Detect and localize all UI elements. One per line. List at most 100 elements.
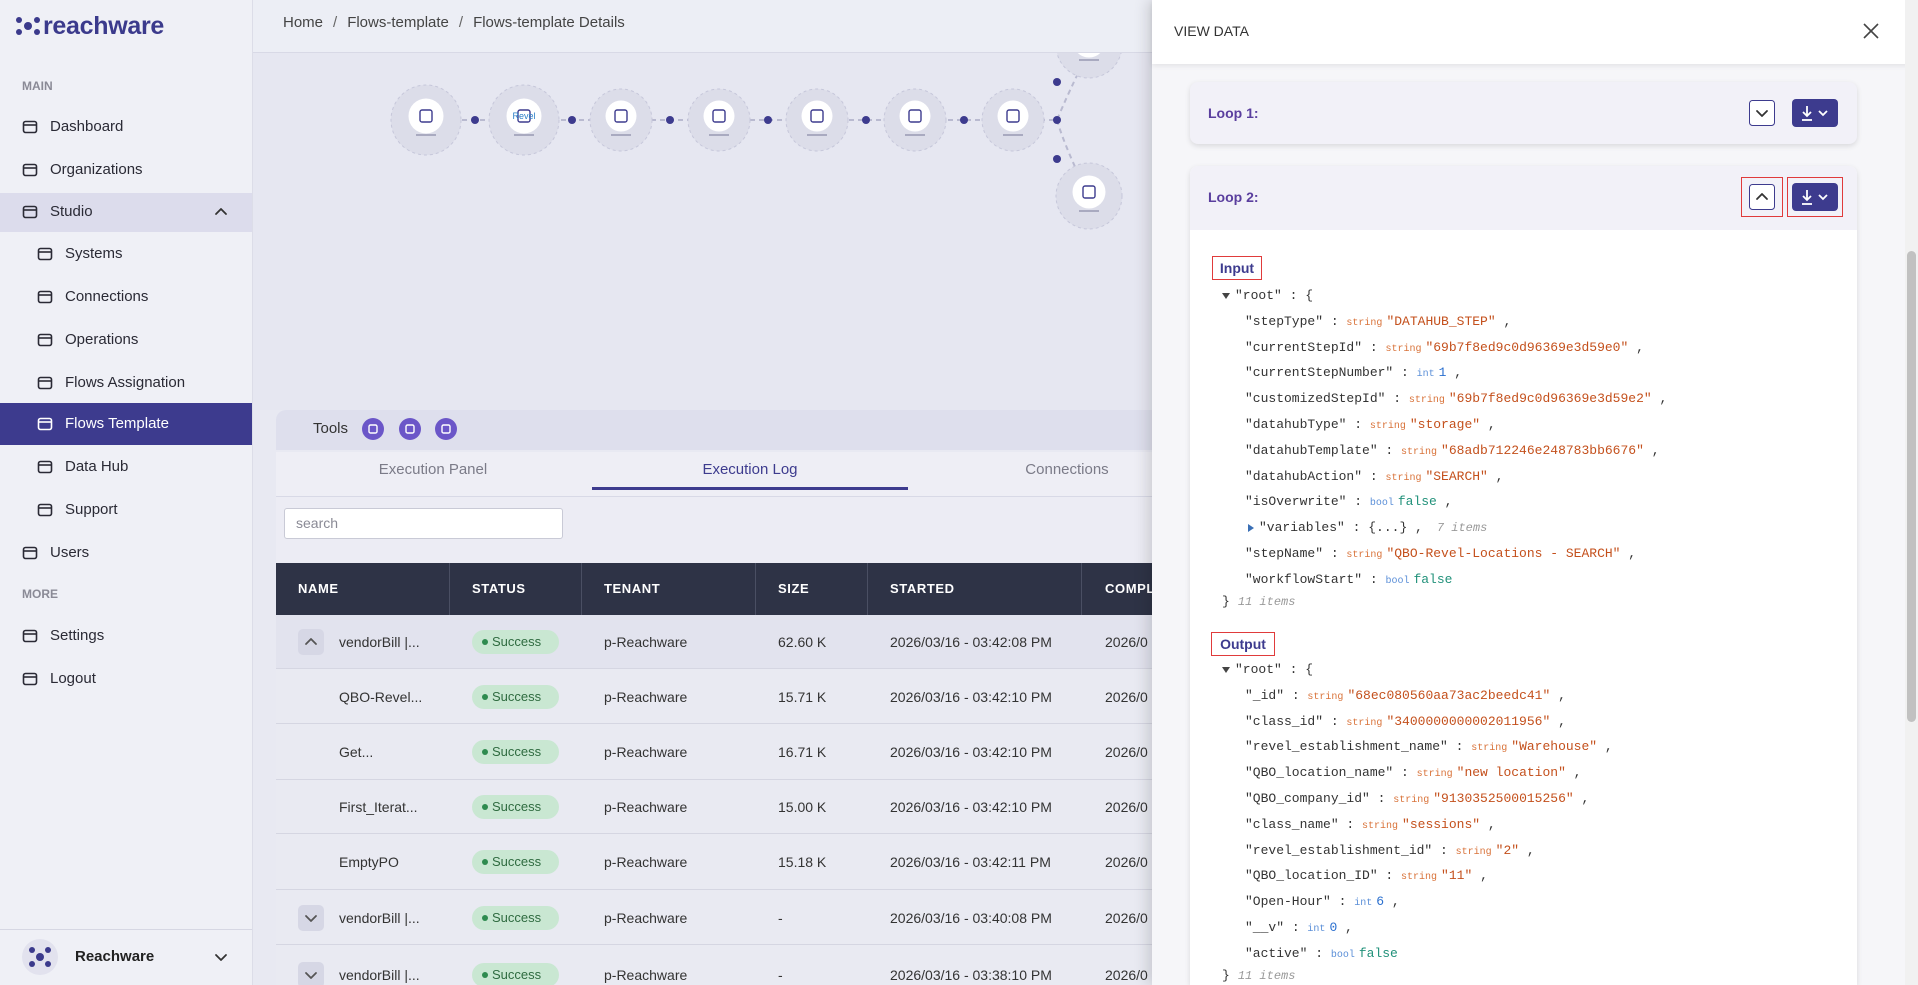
cell-size: 15.18 K <box>778 854 827 870</box>
json-type: int <box>1354 898 1373 910</box>
status-dot <box>482 693 488 700</box>
table-row[interactable] <box>276 945 1152 985</box>
menu-item[interactable]: Support <box>65 501 118 518</box>
download-button[interactable] <box>1792 183 1838 211</box>
column-header: SIZE <box>778 581 810 596</box>
json-value: "QBO-Revel-Locations - SEARCH" <box>1386 543 1636 565</box>
menu-item[interactable]: Settings <box>50 627 105 644</box>
json-line: "datahubTemplate" string"68adb712246e2487… <box>1245 440 1660 462</box>
scrollbar-thumb[interactable] <box>1907 251 1916 722</box>
cell-tenant: p-Reachware <box>604 634 688 650</box>
table-row[interactable] <box>276 834 1152 890</box>
loop-label[interactable]: Loop 1: <box>1208 105 1259 121</box>
row-toggle[interactable] <box>298 629 324 655</box>
table-row[interactable] <box>276 669 1152 724</box>
collapse-chevron[interactable] <box>214 205 228 219</box>
menu-item[interactable]: Flows Template <box>65 415 169 432</box>
menu-icon-part <box>37 417 53 431</box>
menu-icon <box>22 629 38 643</box>
json-line: 11 items <box>1222 965 1296 985</box>
menu-item[interactable]: Connections <box>65 288 149 305</box>
breadcrumb-item[interactable]: Home <box>283 14 324 31</box>
json-key: "stepType" <box>1245 313 1324 329</box>
tool-button[interactable] <box>399 418 421 440</box>
download-button[interactable] <box>1792 99 1838 127</box>
flow-diagram-part <box>1053 155 1061 163</box>
json-value: false <box>1358 945 1398 961</box>
tool-button[interactable] <box>362 418 384 440</box>
table-row[interactable] <box>276 615 1152 669</box>
cell-name: EmptyPO <box>339 854 399 870</box>
footer-chevron[interactable] <box>214 950 228 964</box>
tree-toggle-part <box>1222 293 1230 299</box>
menu-item[interactable]: Data Hub <box>65 458 129 475</box>
menu-item[interactable]: Dashboard <box>50 118 124 135</box>
json-line: "isOverwrite" bool false <box>1245 491 1452 513</box>
loop-label[interactable]: Loop 2: <box>1208 189 1259 205</box>
table-row[interactable] <box>276 780 1152 834</box>
row-toggle[interactable] <box>298 904 324 931</box>
json-key: "root" <box>1235 659 1313 681</box>
tree-toggle[interactable] <box>1222 666 1230 674</box>
row-toggle-part <box>305 972 317 979</box>
tab[interactable]: Execution Log <box>702 461 798 478</box>
tab[interactable]: Execution Panel <box>378 461 488 478</box>
tree-toggle[interactable] <box>1222 292 1230 300</box>
expand-button[interactable] <box>1749 184 1775 210</box>
json-line: "currentStepId" string"69b7f8ed9c0d96369e… <box>1245 337 1644 359</box>
json-line: "variables" {...} 7 items <box>1259 517 1487 539</box>
flow-diagram-part <box>1006 109 1020 123</box>
json-separator <box>1378 440 1401 462</box>
menu-item[interactable]: Studio <box>50 203 93 220</box>
menu-icon <box>37 290 53 304</box>
json-value: "DATAHUB_STEP" <box>1386 311 1511 333</box>
status-text: Success <box>492 688 542 704</box>
status-text: Success <box>492 799 542 814</box>
flow-diagram-part <box>1053 116 1061 124</box>
menu-item[interactable]: Operations <box>65 331 139 348</box>
json-value: "11" <box>1441 865 1488 887</box>
tree-toggle-part <box>1222 667 1230 673</box>
json-separator <box>1393 762 1416 784</box>
menu-item[interactable]: Systems <box>65 245 123 262</box>
menu-item[interactable]: Organizations <box>50 161 143 178</box>
expand-button[interactable] <box>1749 100 1775 126</box>
json-type: string <box>1346 717 1383 729</box>
json-key: "datahubType" <box>1245 417 1347 432</box>
search-box[interactable] <box>284 508 563 539</box>
tab[interactable]: Connections <box>1025 461 1109 478</box>
download-button-part <box>1818 194 1828 201</box>
flow-diagram-part <box>416 134 436 136</box>
logo-icon-part <box>34 17 40 23</box>
json-value: "SEARCH" <box>1425 466 1503 488</box>
row-toggle-part <box>305 914 317 922</box>
breadcrumb-item[interactable]: Flows-template Details <box>449 12 625 34</box>
tool-button-part <box>362 418 384 440</box>
flow-diagram-part <box>506 98 542 134</box>
json-line: "root" <box>1235 285 1313 307</box>
json-value: "3400000000002011956" <box>1386 711 1565 733</box>
json-type: string <box>1416 769 1453 781</box>
json-key: "currentStepNumber" <box>1245 365 1394 381</box>
close-button[interactable] <box>1863 23 1879 39</box>
sidebar <box>0 0 253 985</box>
breadcrumb-item[interactable]: Flows-template <box>323 12 449 34</box>
row-toggle[interactable] <box>298 962 324 985</box>
json-key: "QBO_company_id" <box>1245 791 1370 806</box>
json-line: "QBO_location_ID" string"11" <box>1245 865 1488 887</box>
table-row[interactable] <box>276 890 1152 945</box>
json-key: "root" <box>1235 285 1313 307</box>
json-type: string <box>1385 343 1422 355</box>
menu-icon <box>37 503 53 517</box>
menu-item[interactable]: Users <box>50 544 90 561</box>
menu-item[interactable]: Logout <box>50 670 96 687</box>
tool-button[interactable] <box>435 418 457 440</box>
json-key: "datahubAction" <box>1245 468 1363 484</box>
flow-diagram-part <box>1079 59 1099 61</box>
status-text: Success <box>492 854 542 869</box>
menu-item[interactable]: Flows Assignation <box>65 374 186 391</box>
tree-toggle[interactable] <box>1247 524 1255 533</box>
table-row[interactable] <box>276 724 1152 780</box>
cell-name: vendorBill |... <box>339 909 420 926</box>
flow-diagram-part <box>419 109 433 123</box>
